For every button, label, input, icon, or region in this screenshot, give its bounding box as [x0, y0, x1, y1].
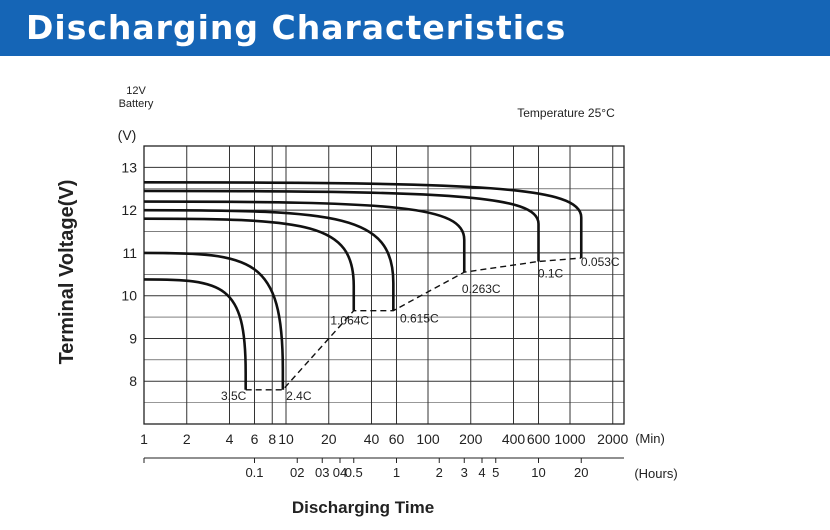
- y-tick-label: 8: [129, 373, 137, 389]
- x-tick-label-min: 2000: [597, 431, 628, 447]
- y-tick-label: 12: [121, 202, 137, 218]
- x-tick-label-min: 200: [459, 431, 483, 447]
- x-unit-minutes: (Min): [635, 431, 665, 446]
- discharge-curve: [143, 217, 356, 311]
- x-tick-label-hours: 0.5: [345, 465, 363, 480]
- y-tick-label: 9: [129, 330, 137, 346]
- x-tick-label-min: 1: [140, 431, 148, 447]
- x-tick-label-hours: 0.1: [245, 465, 263, 480]
- discharge-curve: [143, 189, 540, 262]
- x-tick-label-hours: 5: [492, 465, 499, 480]
- x-tick-label-min: 600: [527, 431, 551, 447]
- x-tick-label-min: 20: [321, 431, 337, 447]
- series-label: 2.4C: [286, 389, 312, 403]
- temperature-label: Temperature 25°C: [517, 106, 615, 120]
- x-tick-label-hours: 4: [478, 465, 485, 480]
- page-title: Discharging Characteristics: [26, 8, 567, 47]
- y-unit-label: (V): [118, 127, 137, 143]
- x-tick-label-min: 4: [226, 431, 234, 447]
- x-tick-label-hours: 10: [531, 465, 545, 480]
- x-tick-label-hours: 3: [461, 465, 468, 480]
- discharge-curve: [143, 208, 395, 311]
- y-tick-label: 10: [121, 288, 137, 304]
- series-label: 0.615C: [400, 312, 439, 326]
- series-label: 0.053C: [581, 255, 620, 269]
- battery-label-voltage: 12V: [126, 85, 146, 97]
- discharge-curve: [143, 251, 285, 390]
- battery-label-text: Battery: [119, 98, 154, 110]
- y-tick-label: 13: [121, 159, 137, 175]
- plot-frame: [143, 145, 625, 425]
- discharge-curves: [143, 181, 583, 391]
- x-tick-label-min: 2: [183, 431, 191, 447]
- series-label: 1.064C: [330, 314, 369, 328]
- series-label: 0.1C: [538, 266, 564, 280]
- x-tick-label-min: 60: [389, 431, 405, 447]
- cutoff-voltage-line: [245, 257, 582, 391]
- header-bar: Discharging Characteristics: [0, 0, 830, 56]
- x-tick-label-min: 40: [364, 431, 380, 447]
- x-axis-title: Discharging Time: [292, 498, 434, 517]
- x-tick-label-hours: 20: [574, 465, 588, 480]
- x-tick-label-hours: 02: [290, 465, 304, 480]
- x-tick-label-hours: 03: [315, 465, 329, 480]
- discharge-curve: [143, 200, 466, 273]
- x-tick-label-hours: 2: [436, 465, 443, 480]
- discharge-curve: [143, 278, 247, 390]
- x-tick-label-hours: 1: [393, 465, 400, 480]
- x-tick-label-min: 400: [502, 431, 526, 447]
- y-axis-title: Terminal Voltage(V): [56, 180, 78, 365]
- series-label: 3.5C: [221, 389, 247, 403]
- x-tick-label-min: 8: [268, 431, 276, 447]
- x-tick-label-min: 1000: [554, 431, 585, 447]
- x-tick-label-min: 10: [278, 431, 294, 447]
- x-tick-label-min: 100: [416, 431, 440, 447]
- y-tick-label: 11: [122, 245, 137, 261]
- discharge-curve: [143, 181, 583, 259]
- x-tick-label-hours: 04: [333, 465, 347, 480]
- series-label: 0.263C: [462, 282, 501, 296]
- x-unit-hours: (Hours): [634, 466, 677, 481]
- x-tick-label-min: 6: [251, 431, 259, 447]
